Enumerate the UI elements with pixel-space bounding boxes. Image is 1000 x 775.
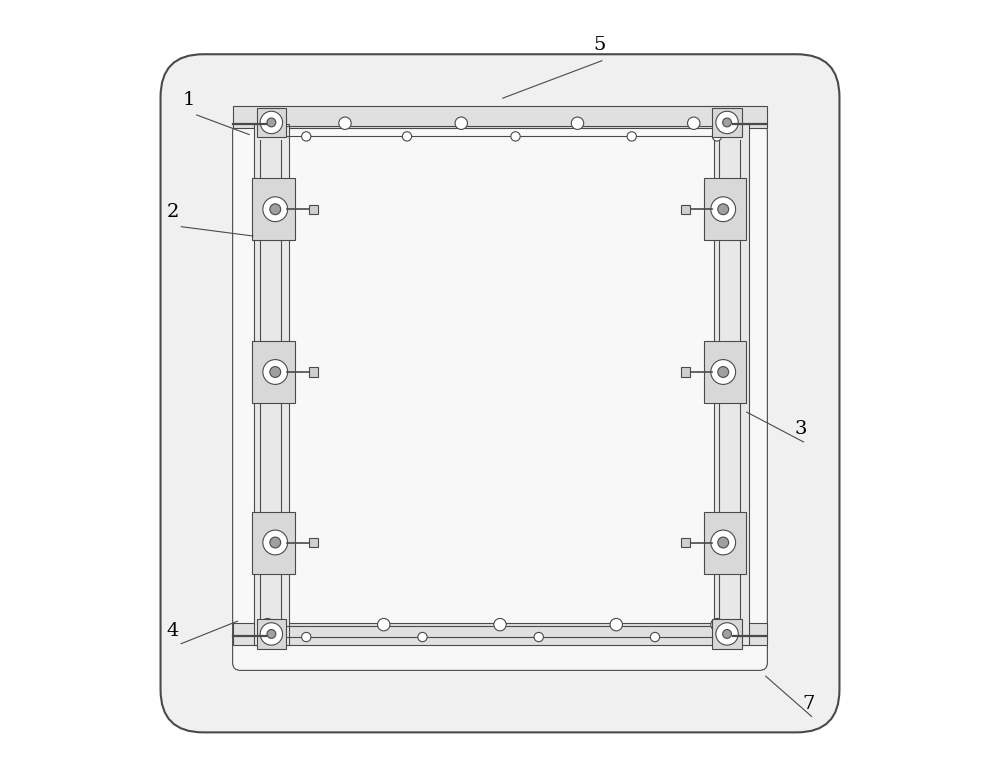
Circle shape [402, 132, 412, 141]
Circle shape [263, 530, 288, 555]
Circle shape [718, 367, 729, 377]
Circle shape [263, 360, 288, 384]
Circle shape [718, 204, 729, 215]
Circle shape [270, 367, 281, 377]
Text: 2: 2 [167, 203, 179, 221]
Bar [252, 341, 295, 403]
Text: 4: 4 [167, 622, 179, 639]
Circle shape [571, 117, 584, 129]
Bar [704, 512, 746, 574]
Circle shape [263, 197, 288, 222]
Text: 7: 7 [802, 695, 815, 713]
Circle shape [378, 618, 390, 631]
Circle shape [627, 132, 636, 141]
Bar [233, 623, 767, 645]
Bar [257, 619, 286, 649]
Bar [233, 106, 767, 128]
Bar [252, 178, 295, 240]
Text: 3: 3 [794, 420, 807, 438]
Circle shape [711, 360, 736, 384]
Bar [681, 367, 690, 377]
Circle shape [711, 197, 736, 222]
Circle shape [260, 623, 283, 645]
Circle shape [260, 112, 283, 133]
Circle shape [494, 618, 506, 631]
Circle shape [302, 632, 311, 642]
Circle shape [723, 629, 731, 639]
Bar [309, 367, 318, 377]
Circle shape [418, 632, 427, 642]
Circle shape [650, 632, 660, 642]
Circle shape [270, 204, 281, 215]
Circle shape [688, 117, 700, 129]
FancyBboxPatch shape [233, 124, 767, 670]
Text: 5: 5 [593, 36, 605, 54]
Circle shape [712, 132, 722, 141]
Bar [704, 178, 746, 240]
Circle shape [261, 618, 274, 631]
Circle shape [267, 629, 276, 639]
Circle shape [534, 632, 543, 642]
Circle shape [716, 623, 738, 645]
Bar [712, 619, 742, 649]
Circle shape [610, 618, 622, 631]
Circle shape [728, 632, 737, 642]
Circle shape [261, 117, 274, 129]
Circle shape [716, 112, 738, 133]
Circle shape [302, 132, 311, 141]
Text: 1: 1 [182, 91, 195, 109]
Bar [309, 205, 318, 214]
Bar [681, 538, 690, 547]
Bar [309, 538, 318, 547]
Bar [252, 512, 295, 574]
Bar [704, 341, 746, 403]
FancyBboxPatch shape [161, 54, 839, 732]
Circle shape [723, 118, 731, 127]
Circle shape [339, 117, 351, 129]
Circle shape [455, 117, 467, 129]
Circle shape [511, 132, 520, 141]
Bar [254, 124, 289, 645]
Circle shape [711, 530, 736, 555]
Bar [257, 108, 286, 137]
Bar [714, 124, 749, 645]
Bar [681, 205, 690, 214]
Circle shape [267, 118, 276, 127]
Bar [712, 108, 742, 137]
Circle shape [711, 618, 723, 631]
Circle shape [718, 537, 729, 548]
Circle shape [270, 537, 281, 548]
